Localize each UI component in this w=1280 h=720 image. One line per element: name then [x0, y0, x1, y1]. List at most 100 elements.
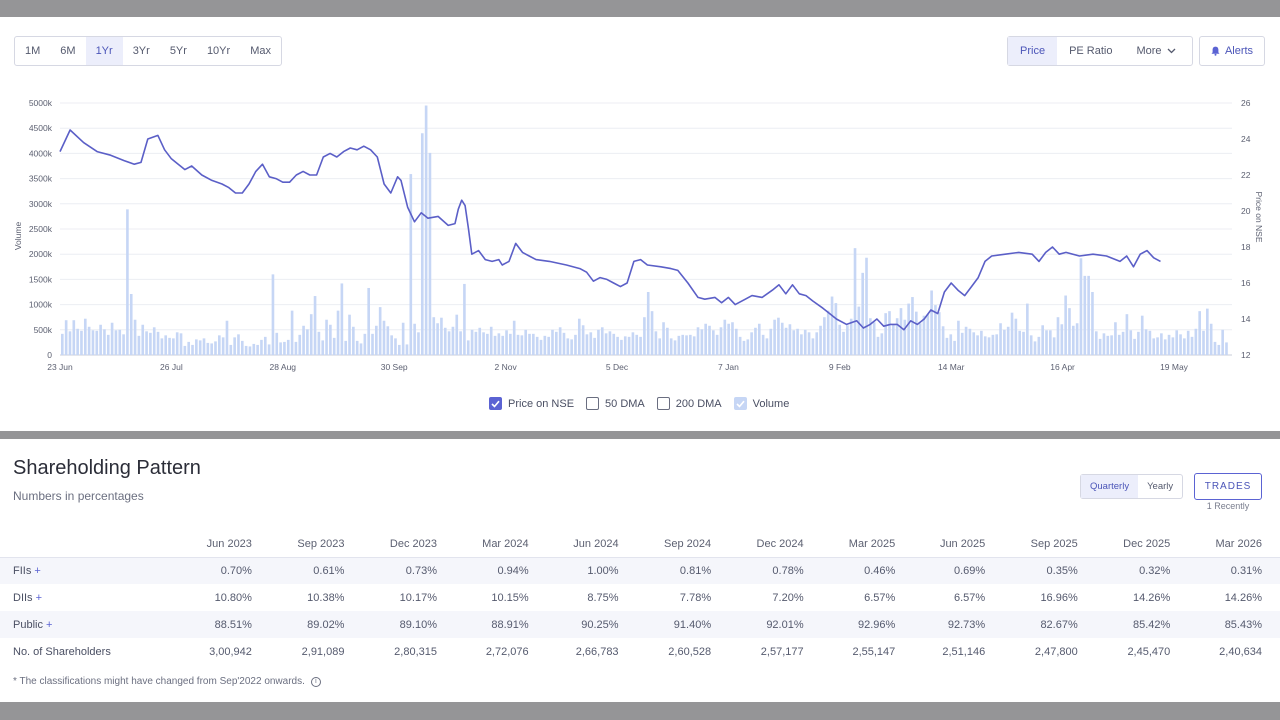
volume-bar	[727, 323, 730, 355]
price-line[interactable]	[59, 129, 1161, 331]
volume-bar	[823, 317, 826, 355]
range-tab-max[interactable]: Max	[250, 45, 271, 57]
volume-bar	[577, 318, 581, 355]
toggle-yearly[interactable]: Yearly	[1147, 481, 1174, 492]
volume-bar	[704, 323, 707, 355]
volume-bar	[478, 327, 482, 355]
volume-bar	[1125, 314, 1129, 355]
volume-bar	[417, 332, 420, 355]
expand-plus-icon[interactable]: +	[35, 591, 43, 604]
y-right-tick-label: 20	[1241, 206, 1251, 216]
volume-bar	[179, 333, 183, 355]
x-tick-label: 30 Sep	[381, 362, 408, 372]
range-tab-1yr[interactable]: 1Yr	[85, 37, 123, 65]
volume-bar	[1049, 330, 1052, 355]
volume-bar	[1071, 325, 1075, 355]
volume-bar	[221, 337, 225, 355]
range-tab-1m[interactable]: 1M	[25, 45, 41, 57]
volume-bar	[773, 319, 776, 355]
y-left-tick-label: 1000k	[29, 300, 53, 310]
table-cell: 89.10%	[362, 611, 455, 638]
range-tab-6m[interactable]: 6M	[60, 45, 76, 57]
row-label[interactable]: FIIs +	[0, 557, 180, 584]
volume-bar	[761, 334, 765, 355]
table-cell: 7.78%	[679, 591, 712, 604]
table-cell: 89.02%	[269, 611, 363, 638]
table-row: DIIs +10.80% 10.38% 10.17% 10.15% 8.75% 7.78%…	[0, 584, 1280, 611]
toggle-quarterly[interactable]: Quarterly	[1081, 475, 1139, 498]
info-icon[interactable]: i	[310, 676, 321, 687]
table-row: Public +88.51% 89.02% 89.10% 88.91% 90.25% 91…	[0, 611, 1280, 638]
volume-bar	[1209, 323, 1213, 355]
alerts-button[interactable]: Alerts	[1199, 36, 1265, 66]
row-label[interactable]: DIIs +	[0, 584, 180, 611]
price-volume-chart[interactable]: 0 500k 1000k 1500k 2000k 2500k 3000k 3500k 4000k…	[0, 87, 1280, 392]
volume-bar	[187, 341, 191, 355]
table-cell: 0.73%	[362, 557, 455, 584]
volume-bar	[1117, 334, 1121, 355]
volume-bar	[892, 324, 895, 355]
volume-bar	[585, 334, 589, 355]
table-cell: 92.73%	[913, 611, 1004, 638]
volume-bar	[95, 330, 99, 355]
expand-plus-icon[interactable]: +	[34, 564, 41, 577]
table-cell: 2,57,177	[760, 645, 804, 658]
row-label[interactable]: Public +	[0, 611, 180, 638]
expand-plus-icon[interactable]: +	[46, 618, 53, 631]
legend-label: Price on NSE	[508, 397, 575, 410]
volume-bar	[612, 333, 616, 355]
volume-bar	[80, 330, 83, 355]
volume-bar	[757, 323, 761, 355]
volume-bar	[149, 332, 152, 355]
volume-bar	[122, 334, 125, 355]
range-tab-10yr[interactable]: 10Yr	[206, 45, 231, 57]
volume-bar	[838, 324, 842, 355]
volume-bar	[846, 325, 849, 355]
volume-bar	[719, 327, 723, 355]
volume-bar	[1029, 335, 1033, 355]
section-subtitle: Numbers in percentages	[13, 489, 144, 503]
footnote: * The classifications might have changed…	[13, 676, 321, 687]
volume-bar	[329, 324, 332, 355]
volume-bar	[976, 335, 979, 355]
legend-200-dma[interactable]: 200 DMA	[656, 397, 722, 410]
x-tick-label: 26 Jul	[160, 362, 183, 372]
volume-bar	[666, 327, 669, 355]
volume-bar	[673, 340, 677, 355]
volume-bar	[279, 342, 282, 355]
volume-bar	[964, 326, 968, 355]
volume-bar	[110, 322, 114, 355]
checked-checkbox-icon	[489, 397, 502, 410]
table-cell: 1.00%	[546, 557, 637, 584]
table-row: No. of Shareholders 3,00,942 2,91,089 2,80,…	[0, 638, 1280, 665]
volume-bar	[1087, 275, 1090, 355]
table-cell: 0.31%	[1188, 557, 1280, 584]
range-tab-3yr[interactable]: 3Yr	[132, 45, 150, 57]
volume-bar	[340, 283, 344, 355]
volume-bar	[382, 320, 386, 355]
tab-more[interactable]: More	[1124, 37, 1187, 65]
volume-bar	[1098, 338, 1102, 355]
volume-bar	[237, 334, 240, 355]
volume-bar	[669, 338, 673, 355]
volume-bar	[1102, 333, 1106, 355]
range-tab-5yr[interactable]: 5Yr	[169, 45, 187, 57]
volume-bar	[470, 329, 474, 355]
table-cell: 3,00,942	[209, 645, 252, 658]
legend-price-on-nse[interactable]: Price on NSE	[489, 397, 574, 410]
tab-pe-ratio[interactable]: PE Ratio	[1069, 45, 1113, 57]
table-row: FIIs +0.70% 0.61% 0.73% 0.94% 1.00% 0.81% 0.78…	[0, 557, 1280, 584]
table-cell: 0.70%	[180, 557, 270, 584]
table-cell: 2,47,800	[1034, 645, 1078, 658]
volume-bar	[501, 335, 505, 355]
volume-bar	[1075, 323, 1079, 355]
volume-bar	[1175, 330, 1179, 355]
volume-bar	[1041, 325, 1044, 355]
volume-bar	[447, 331, 451, 355]
tab-price[interactable]: Price	[1008, 37, 1058, 65]
y-left-tick-label: 3000k	[29, 199, 53, 209]
table-cell: 88.91%	[454, 611, 547, 638]
legend-50-dma[interactable]: 50 DMA	[586, 397, 645, 410]
trades-button[interactable]: TRADES	[1194, 473, 1262, 500]
legend-volume[interactable]: Volume	[733, 397, 789, 410]
